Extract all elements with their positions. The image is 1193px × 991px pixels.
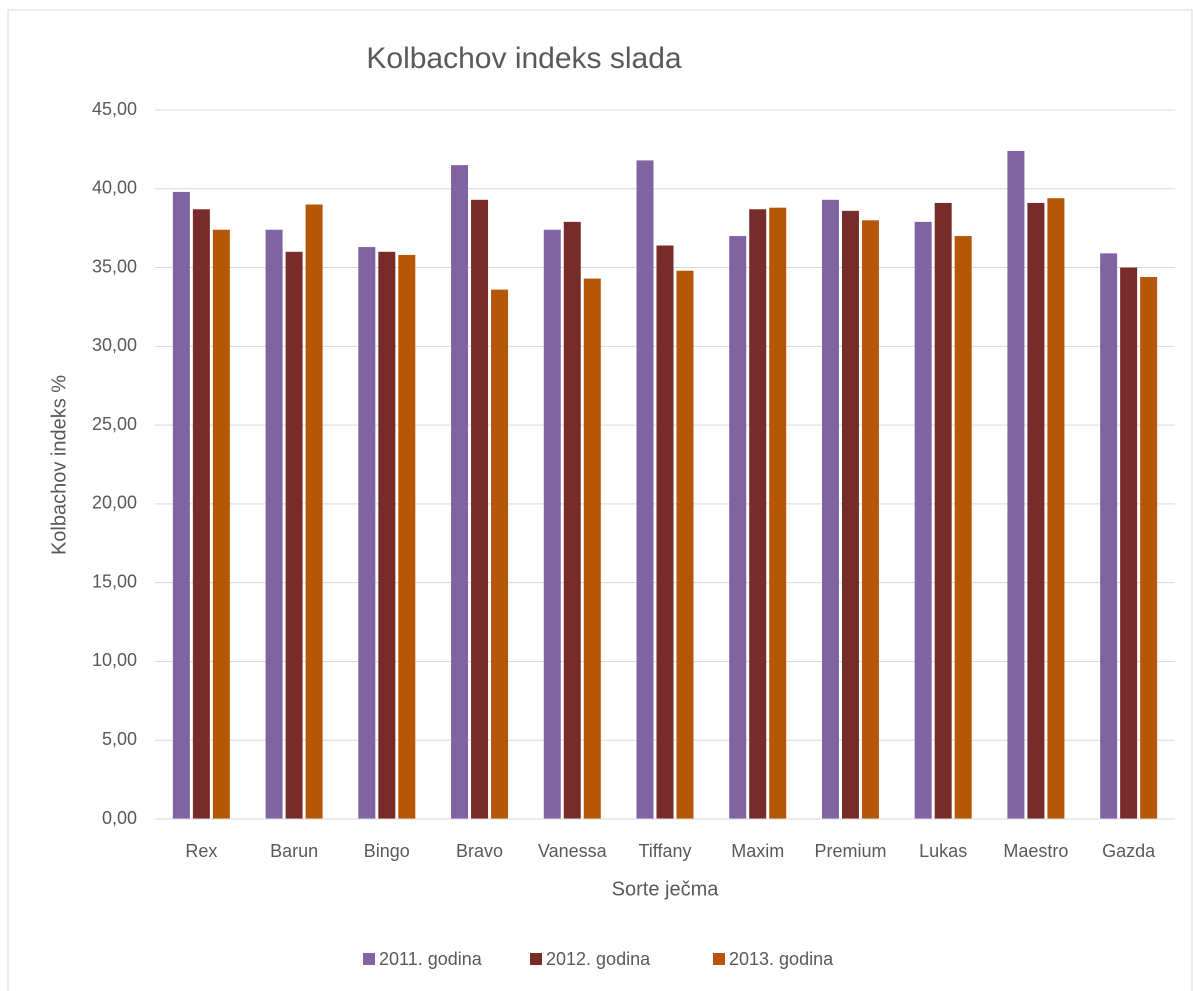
bar — [491, 289, 509, 819]
legend-swatch — [713, 953, 725, 965]
y-tick-label: 40,00 — [92, 178, 137, 198]
x-tick-label: Rex — [185, 841, 217, 861]
x-axis-title: Sorte ječma — [612, 878, 720, 900]
bar — [212, 229, 230, 820]
bar — [265, 229, 283, 820]
x-tick-label: Barun — [270, 841, 318, 861]
legend-label: 2012. godina — [546, 949, 651, 969]
bar — [398, 254, 416, 819]
bar — [451, 165, 469, 820]
bar — [192, 209, 210, 819]
x-tick-label: Maxim — [731, 841, 784, 861]
y-tick-label: 25,00 — [92, 414, 137, 434]
bar — [676, 270, 694, 819]
y-tick-label: 45,00 — [92, 99, 137, 119]
legend-label: 2013. godina — [729, 949, 834, 969]
bar — [821, 199, 839, 820]
bar — [378, 251, 396, 820]
y-tick-label: 15,00 — [92, 571, 137, 591]
bar — [285, 251, 303, 820]
y-tick-label: 5,00 — [102, 729, 137, 749]
legend-label: 2011. godina — [379, 949, 483, 969]
bar — [1120, 267, 1138, 819]
y-axis-title: Kolbachov indeks % — [48, 375, 70, 555]
bar — [583, 278, 601, 819]
bar — [1047, 198, 1065, 820]
bar — [729, 236, 747, 820]
bar — [656, 245, 674, 819]
bar — [1140, 277, 1158, 819]
x-tick-label: Bingo — [364, 841, 410, 861]
bar — [1027, 202, 1045, 820]
bar — [471, 199, 489, 820]
bar — [563, 221, 581, 819]
bar — [1100, 253, 1118, 819]
y-tick-label: 20,00 — [92, 493, 137, 513]
bar — [954, 236, 972, 820]
legend-swatch — [363, 953, 375, 965]
bar — [543, 229, 561, 820]
bar — [749, 209, 767, 819]
bar — [636, 160, 654, 819]
bar — [769, 207, 787, 819]
bar — [861, 220, 879, 820]
legend-swatch — [530, 953, 542, 965]
bar — [841, 210, 859, 819]
bar — [934, 202, 952, 820]
x-tick-label: Maestro — [1003, 841, 1068, 861]
bar — [914, 221, 932, 819]
y-tick-label: 0,00 — [102, 808, 137, 828]
bar — [172, 191, 190, 819]
x-tick-label: Premium — [814, 841, 886, 861]
chart-title: Kolbachov indeks slada — [366, 42, 682, 75]
x-tick-label: Bravo — [456, 841, 503, 861]
x-tick-label: Lukas — [919, 841, 967, 861]
bar — [358, 247, 376, 819]
bar — [1007, 150, 1025, 819]
bar — [305, 204, 323, 820]
x-tick-label: Vanessa — [538, 841, 608, 861]
y-tick-label: 10,00 — [92, 650, 137, 670]
x-tick-label: Gazda — [1102, 841, 1156, 861]
x-tick-label: Tiffany — [638, 841, 691, 861]
y-tick-label: 30,00 — [92, 335, 137, 355]
y-tick-label: 35,00 — [92, 256, 137, 276]
